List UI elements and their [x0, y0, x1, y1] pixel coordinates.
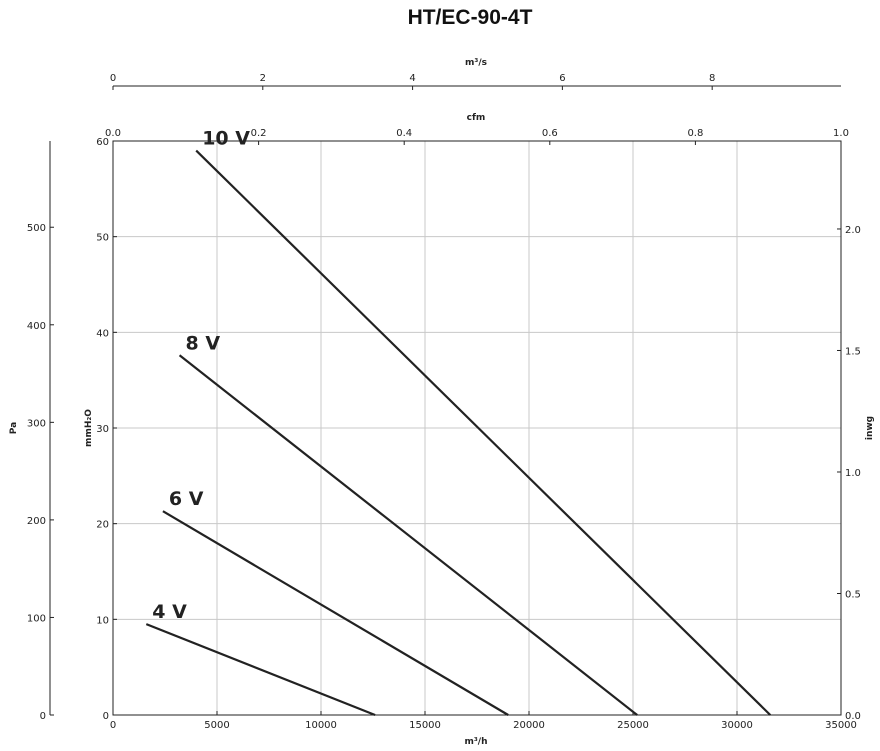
right-tick-label: 0.5 — [845, 589, 861, 600]
left-outer-axis-label: Pa — [9, 422, 19, 434]
left-outer-tick-label: 200 — [27, 516, 46, 527]
series-label: 8 V — [186, 332, 221, 354]
top-inner-tick-label: 1.0 — [833, 128, 849, 139]
left-outer-tick-label: 0 — [40, 711, 46, 722]
axes: 0 5000 10000 15000 20000 25000 30000 3500001020… — [27, 73, 861, 731]
right-tick-label: 0.0 — [845, 711, 861, 722]
right-tick-label: 1.0 — [845, 468, 861, 479]
left-outer-tick-label: 400 — [27, 321, 46, 332]
top-outer-axis-label: m³/s — [465, 58, 487, 68]
x-tick-label: 5000 — [204, 720, 229, 731]
y-tick-label: 60 — [96, 137, 109, 148]
x-tick-label: 30000 — [721, 720, 753, 731]
top-outer-tick-label: 4 — [409, 73, 415, 84]
top-outer-tick-label: 6 — [559, 73, 565, 84]
y-tick-label: 20 — [96, 520, 109, 531]
top-outer-tick-label: 0 — [110, 73, 116, 84]
right-axis-label: inwg — [865, 416, 875, 440]
series-label: 6 V — [169, 488, 204, 510]
top-outer-tick-label: 2 — [260, 73, 266, 84]
left-outer-tick-label: 300 — [27, 418, 46, 429]
right-tick-label: 1.5 — [845, 346, 861, 357]
y-tick-label: 40 — [96, 328, 109, 339]
chart-title: HT/EC-90-4T — [408, 6, 533, 29]
left-outer-tick-label: 500 — [27, 223, 46, 234]
series-label: 10 V — [202, 128, 250, 150]
top-inner-tick-label: 0.2 — [251, 128, 267, 139]
plot-frame — [112, 140, 842, 716]
top-inner-tick-label: 0.8 — [687, 128, 703, 139]
x-tick-label: 20000 — [513, 720, 545, 731]
series-line — [178, 354, 638, 716]
x-tick-label: 0 — [110, 720, 116, 731]
x-tick-label: 10000 — [305, 720, 337, 731]
series-line — [145, 623, 376, 717]
y-tick-label: 30 — [96, 424, 109, 435]
right-tick-label: 2.0 — [845, 225, 861, 236]
y-tick-label: 0 — [103, 711, 109, 722]
series-line — [162, 510, 509, 716]
series: 10 V 8 V 6 V 4 V — [145, 128, 772, 717]
y-axis-label: mmH₂O — [84, 409, 94, 447]
x-tick-label: 15000 — [409, 720, 441, 731]
top-inner-axis-label: cfm — [467, 113, 486, 123]
top-inner-tick-label: 0.0 — [105, 128, 121, 139]
left-outer-tick-label: 100 — [27, 613, 46, 624]
top-inner-tick-label: 0.6 — [542, 128, 558, 139]
top-inner-tick-label: 0.4 — [396, 128, 412, 139]
y-tick-label: 50 — [96, 233, 109, 244]
series-label: 4 V — [152, 601, 187, 623]
x-tick-label: 25000 — [617, 720, 649, 731]
y-tick-label: 10 — [96, 615, 109, 626]
top-outer-tick-label: 8 — [709, 73, 715, 84]
x-axis-label: m³/h — [464, 737, 487, 747]
x-tick-label: 35000 — [825, 720, 857, 731]
series-line — [195, 149, 772, 716]
